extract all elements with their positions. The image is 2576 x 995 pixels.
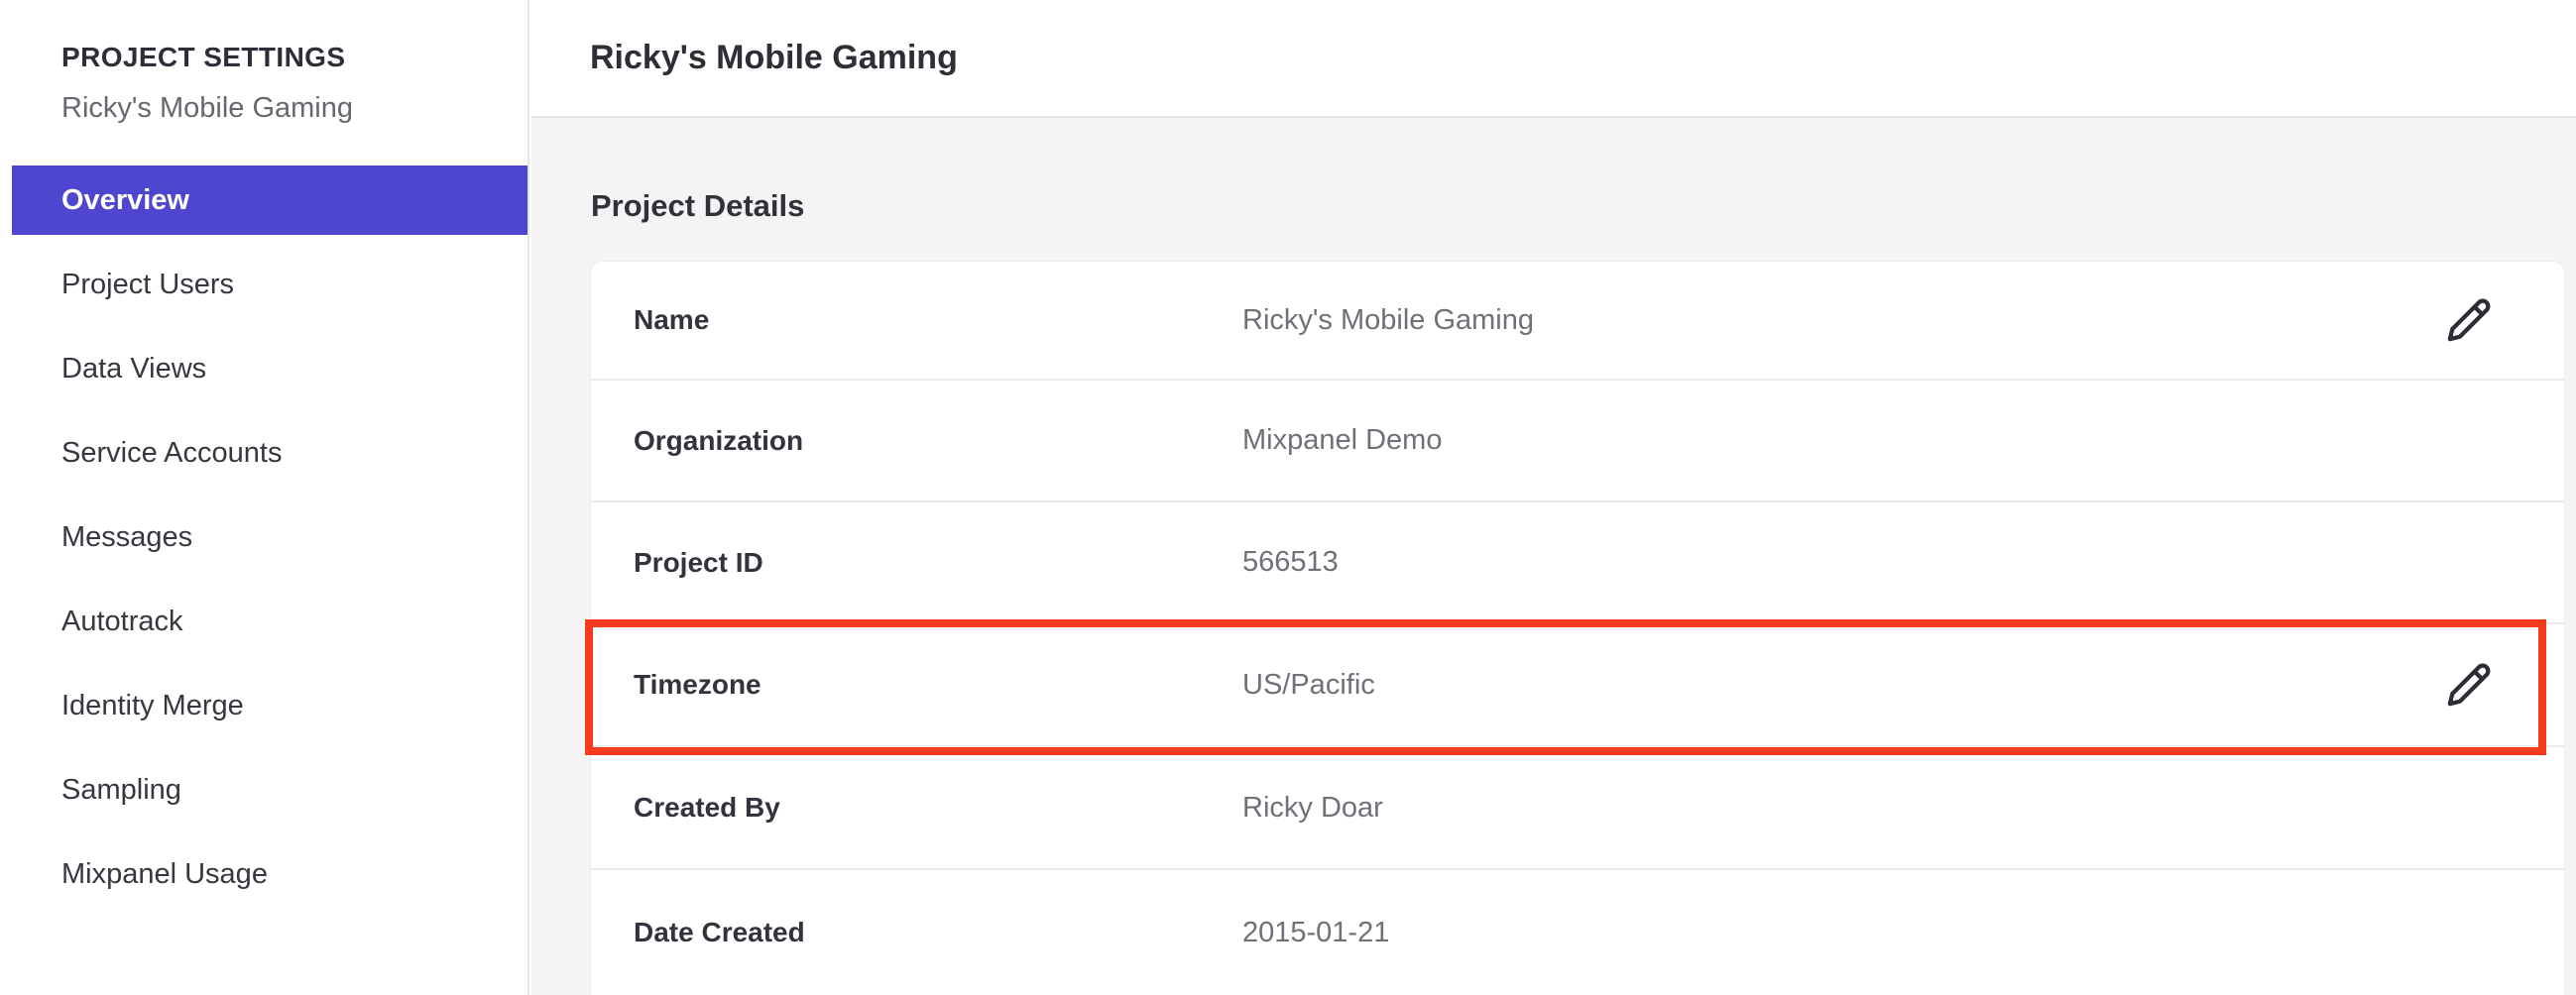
sidebar-project-name: Ricky's Mobile Gaming bbox=[61, 92, 354, 124]
sidebar-nav: Overview Project Users Data Views Service A… bbox=[0, 166, 527, 924]
detail-row-timezone: Timezone US/Pacific bbox=[591, 624, 2564, 747]
detail-label: Created By bbox=[634, 792, 780, 823]
edit-name-button[interactable] bbox=[2445, 296, 2493, 344]
detail-label: Organization bbox=[634, 424, 804, 456]
sidebar-heading: PROJECT SETTINGS bbox=[61, 42, 346, 72]
detail-label: Name bbox=[634, 304, 710, 335]
sidebar-item-mixpanel-usage[interactable]: Mixpanel Usage bbox=[61, 857, 268, 890]
pencil-icon bbox=[2447, 663, 2491, 707]
sidebar-item-identity-merge[interactable]: Identity Merge bbox=[61, 689, 244, 721]
project-details-card: Name Ricky's Mobile Gaming Organization … bbox=[590, 261, 2565, 995]
detail-value: 566513 bbox=[1242, 546, 1339, 578]
sidebar-item-messages[interactable]: Messages bbox=[61, 520, 193, 553]
detail-value: US/Pacific bbox=[1242, 668, 1375, 701]
detail-value: Ricky's Mobile Gaming bbox=[1242, 303, 1535, 336]
detail-label: Timezone bbox=[634, 669, 761, 700]
settings-sidebar: PROJECT SETTINGS Ricky's Mobile Gaming O… bbox=[0, 0, 529, 995]
sidebar-item-project-users[interactable]: Project Users bbox=[61, 268, 235, 300]
sidebar-item-service-accounts[interactable]: Service Accounts bbox=[61, 436, 283, 469]
sidebar-item-overview[interactable]: Overview bbox=[12, 166, 527, 235]
detail-row-date-created: Date Created 2015-01-21 bbox=[591, 870, 2564, 995]
sidebar-item-sampling[interactable]: Sampling bbox=[61, 773, 181, 806]
detail-row-project-id: Project ID 566513 bbox=[591, 502, 2564, 624]
sidebar-item-data-views[interactable]: Data Views bbox=[61, 352, 207, 385]
detail-row-created-by: Created By Ricky Doar bbox=[591, 747, 2564, 870]
detail-row-name: Name Ricky's Mobile Gaming bbox=[591, 262, 2564, 381]
main-header: Ricky's Mobile Gaming bbox=[531, 0, 2576, 118]
section-title: Project Details bbox=[591, 188, 805, 223]
sidebar-item-autotrack[interactable]: Autotrack bbox=[61, 605, 183, 637]
edit-timezone-button[interactable] bbox=[2445, 661, 2493, 709]
detail-label: Date Created bbox=[634, 917, 805, 947]
detail-label: Project ID bbox=[634, 546, 763, 578]
detail-value: Ricky Doar bbox=[1242, 791, 1383, 824]
pencil-icon bbox=[2447, 298, 2491, 342]
main-content: Ricky's Mobile Gaming Project Details Na… bbox=[531, 0, 2576, 995]
detail-value: Mixpanel Demo bbox=[1242, 424, 1443, 456]
page-title: Ricky's Mobile Gaming bbox=[590, 39, 958, 76]
detail-row-organization: Organization Mixpanel Demo bbox=[591, 381, 2564, 502]
detail-value: 2015-01-21 bbox=[1242, 916, 1390, 948]
